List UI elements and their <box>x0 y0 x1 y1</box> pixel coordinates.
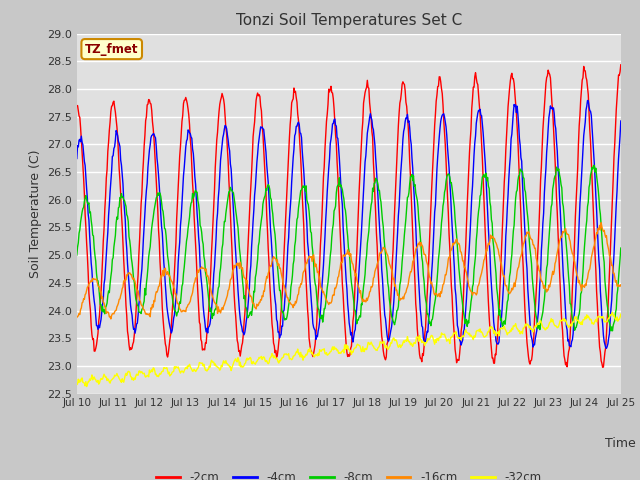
Text: TZ_fmet: TZ_fmet <box>85 43 138 56</box>
Title: Tonzi Soil Temperatures Set C: Tonzi Soil Temperatures Set C <box>236 13 462 28</box>
X-axis label: Time: Time <box>605 437 636 450</box>
Y-axis label: Soil Temperature (C): Soil Temperature (C) <box>29 149 42 278</box>
Legend: -2cm, -4cm, -8cm, -16cm, -32cm: -2cm, -4cm, -8cm, -16cm, -32cm <box>151 466 547 480</box>
